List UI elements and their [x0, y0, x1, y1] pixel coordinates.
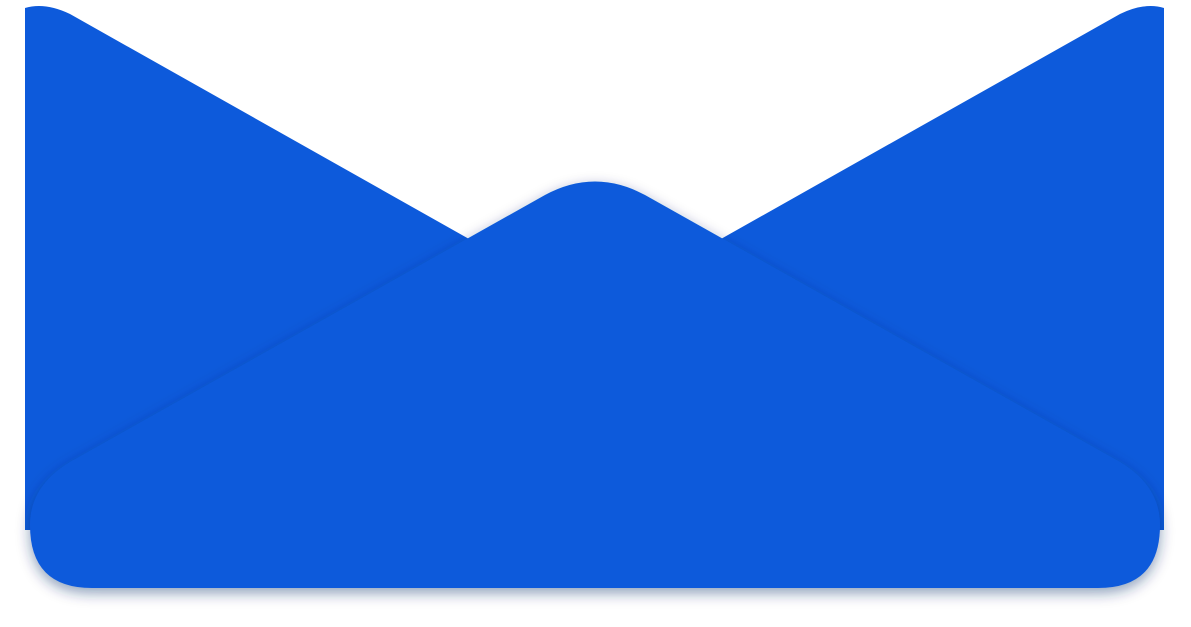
envelope-front-flap	[30, 181, 1160, 588]
